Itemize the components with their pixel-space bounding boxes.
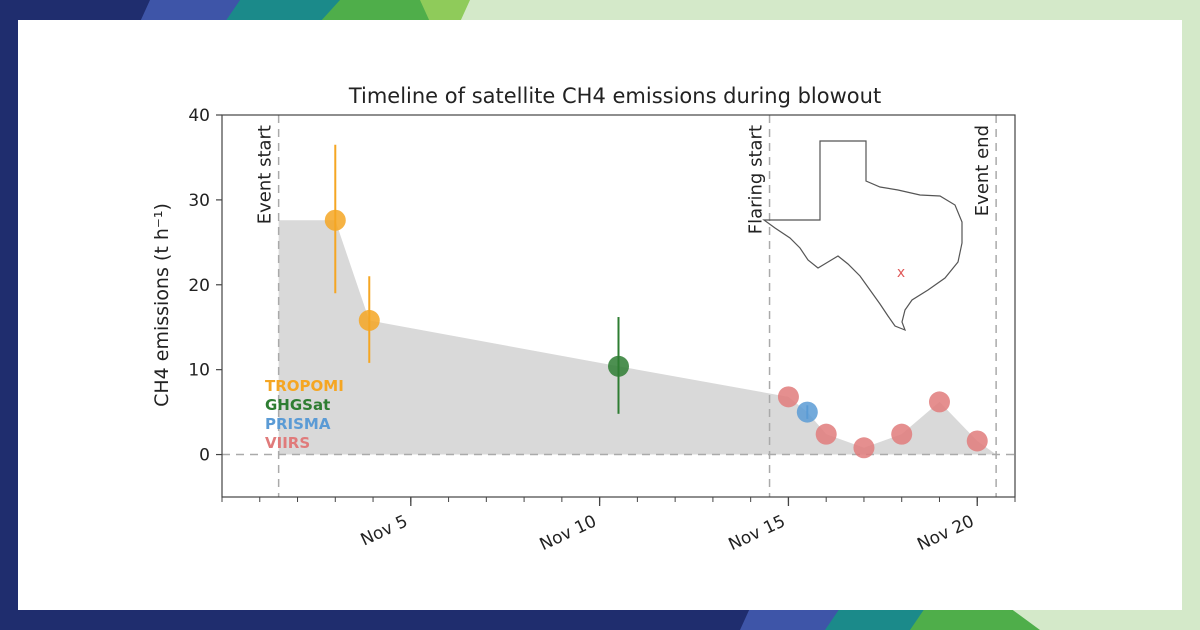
viirs-point-2 xyxy=(853,437,875,459)
x-tick-label-0: Nov 5 xyxy=(358,511,411,550)
y-tick-label-0: 0 xyxy=(199,446,210,466)
y-tick-label-3: 30 xyxy=(188,191,210,211)
plot-frame xyxy=(221,114,1016,498)
viirs-point-5 xyxy=(966,430,988,452)
event-label-1: Flaring start xyxy=(746,125,767,234)
viirs-point-1 xyxy=(815,423,837,445)
frame-green-bottom xyxy=(910,608,1040,630)
texas-map-inset: x xyxy=(762,140,963,332)
viirs-point-0 xyxy=(777,386,799,408)
tropomi-point-1 xyxy=(358,309,380,331)
y-tick-label-1: 10 xyxy=(188,361,210,381)
tropomi-point-0 xyxy=(324,209,346,231)
frame-green-top xyxy=(320,0,455,22)
x-axis: Nov 5 Nov 10 Nov 15 Nov 20 xyxy=(221,497,1016,555)
frame-navy-left xyxy=(0,0,18,630)
x-tick-label-1: Nov 10 xyxy=(537,511,600,555)
x-tick-label-3: Nov 20 xyxy=(914,511,977,555)
chart-card xyxy=(18,20,1182,610)
frame-teal-top xyxy=(225,0,345,22)
legend-item-viirs: VIIRS xyxy=(265,434,310,452)
legend-item-ghgsat: GHGSat xyxy=(265,396,330,414)
y-tick-label-2: 20 xyxy=(188,276,210,296)
viirs-point-4 xyxy=(928,391,950,413)
frame-navy-bottom xyxy=(0,608,760,630)
y-tick-label-4: 40 xyxy=(188,106,210,126)
site-marker-icon: x xyxy=(897,265,905,281)
texas-outline xyxy=(762,140,963,332)
chart-title: Timeline of satellite CH4 emissions duri… xyxy=(348,84,881,108)
y-axis-label: CH4 emissions (t h⁻¹) xyxy=(151,203,173,407)
frame-teal-bottom xyxy=(825,608,930,630)
prisma-point-0 xyxy=(796,401,818,423)
event-label-0: Event start xyxy=(255,125,276,224)
legend-item-tropomi: TROPOMI xyxy=(265,377,344,395)
event-label-2: Event end xyxy=(972,125,993,216)
frame-blue-top xyxy=(140,0,245,22)
ghgsat-point-0 xyxy=(608,355,629,377)
frame-blue-bottom xyxy=(740,608,850,630)
x-tick-label-2: Nov 15 xyxy=(726,511,789,555)
viirs-point-3 xyxy=(891,423,913,445)
frame-navy-top xyxy=(0,0,165,22)
y-axis: 0 10 20 30 40 xyxy=(188,106,222,466)
emissions-envelope-area xyxy=(278,220,997,455)
frame-lime-top xyxy=(420,0,470,22)
legend-item-prisma: PRISMA xyxy=(265,415,331,433)
